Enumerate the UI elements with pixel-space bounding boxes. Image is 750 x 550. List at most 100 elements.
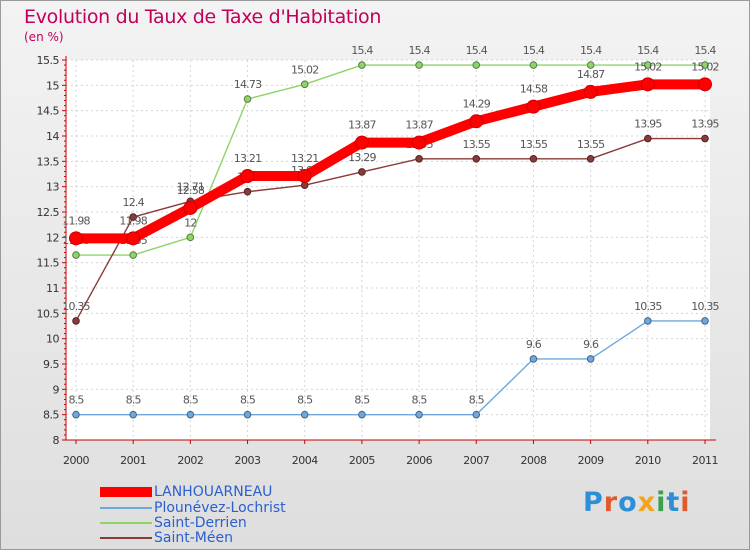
data-point-lanhouarneau xyxy=(354,135,369,150)
data-point-plounevez-lochrist xyxy=(300,410,309,419)
data-point-plounevez-lochrist xyxy=(701,317,709,325)
data-point-plounevez-lochrist xyxy=(529,355,538,363)
series-line-plounevez-lochrist xyxy=(75,320,706,416)
data-point-saint-derrien xyxy=(129,251,137,259)
logo-letter: r xyxy=(603,487,619,518)
data-label-plounevez-lochrist: 8.5 xyxy=(68,394,84,407)
chart-unit-label: (en %) xyxy=(24,30,64,44)
y-tick-label: 9.5 xyxy=(43,358,59,371)
x-tick-label: 2009 xyxy=(578,454,604,467)
plot-area xyxy=(66,60,710,440)
data-label-plounevez-lochrist: 8.5 xyxy=(297,394,313,407)
data-label-saint-meen: 12.71 xyxy=(177,180,205,193)
legend-label-plounevez-lochrist: Plounévez-Lochrist xyxy=(154,500,286,516)
data-point-plounevez-lochrist xyxy=(243,410,252,419)
data-label-lanhouarneau: 13.21 xyxy=(234,152,262,165)
logo-letter: t xyxy=(666,487,681,518)
y-tick-label: 15 xyxy=(46,79,59,92)
data-point-lanhouarneau xyxy=(698,77,712,92)
y-tick-label: 10 xyxy=(46,333,59,346)
data-label-plounevez-lochrist: 9.6 xyxy=(583,338,599,351)
data-label-lanhouarneau: 11.98 xyxy=(119,214,147,227)
logo-letter: o xyxy=(618,487,638,518)
data-point-saint-meen xyxy=(415,155,423,163)
data-point-saint-derrien xyxy=(72,251,80,259)
data-point-saint-meen xyxy=(72,317,80,325)
y-tick-label: 12.5 xyxy=(37,206,60,219)
x-tick-label: 2007 xyxy=(463,454,489,467)
data-label-saint-meen: 13.55 xyxy=(463,138,491,151)
x-tick-label: 2010 xyxy=(635,454,661,467)
data-point-lanhouarneau xyxy=(183,200,198,215)
data-label-plounevez-lochrist: 8.5 xyxy=(240,394,256,407)
x-tick-label: 2011 xyxy=(692,454,718,467)
data-point-saint-meen xyxy=(701,134,709,143)
x-tick-label: 2000 xyxy=(63,454,89,467)
series-line-saint-derrien xyxy=(75,64,706,256)
legend-label-saint-meen: Saint-Méen xyxy=(154,530,233,546)
data-label-saint-derrien: 15.4 xyxy=(523,44,545,57)
data-label-lanhouarneau: 13.87 xyxy=(405,119,433,132)
data-point-plounevez-lochrist xyxy=(186,410,195,419)
data-point-saint-derrien xyxy=(644,61,652,69)
x-tick-label: 2001 xyxy=(120,454,146,467)
data-point-saint-meen xyxy=(529,155,538,163)
data-point-lanhouarneau xyxy=(126,231,141,246)
chart-title: Evolution du Taux de Taxe d'Habitation xyxy=(24,6,382,28)
series-line-saint-meen xyxy=(75,137,706,322)
data-point-lanhouarneau xyxy=(69,231,83,246)
data-label-saint-derrien: 15.02 xyxy=(291,63,319,76)
data-label-lanhouarneau: 13.21 xyxy=(291,152,319,165)
proxiti-logo[interactable]: Proxiti xyxy=(583,487,691,518)
data-point-plounevez-lochrist xyxy=(129,410,137,419)
data-point-saint-derrien xyxy=(358,61,366,69)
data-label-lanhouarneau: 14.58 xyxy=(520,83,548,96)
x-tick-label: 2006 xyxy=(406,454,432,467)
logo-letter: i xyxy=(680,487,691,518)
legend-label-saint-derrien: Saint-Derrien xyxy=(154,515,247,531)
data-point-saint-derrien xyxy=(415,61,423,69)
data-label-saint-derrien: 12 xyxy=(184,216,196,229)
y-tick-label: 14.5 xyxy=(37,105,60,118)
y-tick-label: 15.5 xyxy=(37,54,60,67)
y-tick-label: 11 xyxy=(46,282,59,295)
data-point-lanhouarneau xyxy=(469,114,484,129)
data-label-plounevez-lochrist: 8.5 xyxy=(412,394,428,407)
logo-letter: i xyxy=(656,487,667,518)
data-label-saint-derrien: 15.4 xyxy=(408,44,430,57)
data-label-lanhouarneau: 14.29 xyxy=(463,97,491,110)
data-label-saint-meen: 13.29 xyxy=(348,151,376,164)
data-point-plounevez-lochrist xyxy=(472,410,481,419)
x-tick-label: 2008 xyxy=(520,454,546,467)
data-point-plounevez-lochrist xyxy=(415,410,423,419)
data-point-saint-derrien xyxy=(529,61,538,69)
data-point-lanhouarneau xyxy=(240,169,255,184)
data-point-lanhouarneau xyxy=(412,135,427,150)
data-label-plounevez-lochrist: 8.5 xyxy=(183,394,199,407)
data-point-plounevez-lochrist xyxy=(644,317,652,325)
data-point-lanhouarneau xyxy=(583,84,598,99)
data-point-saint-derrien xyxy=(472,61,481,69)
y-tick-label: 14 xyxy=(46,130,59,143)
data-label-plounevez-lochrist: 8.5 xyxy=(469,394,485,407)
data-point-saint-derrien xyxy=(701,61,709,69)
logo-letter: x xyxy=(637,487,657,518)
data-point-lanhouarneau xyxy=(297,169,312,184)
data-label-saint-meen: 13.55 xyxy=(520,138,548,151)
data-label-saint-derrien: 15.4 xyxy=(694,44,716,57)
data-point-lanhouarneau xyxy=(640,77,655,92)
data-point-saint-derrien xyxy=(586,61,595,69)
y-tick-label: 8 xyxy=(53,434,60,447)
data-point-lanhouarneau xyxy=(526,99,541,114)
legend-swatch-plounevez-lochrist xyxy=(100,507,152,509)
logo-letter: P xyxy=(583,487,604,518)
data-label-lanhouarneau: 13.87 xyxy=(348,119,376,132)
y-tick-label: 9 xyxy=(53,383,60,396)
data-point-plounevez-lochrist xyxy=(358,410,366,419)
y-tick-label: 10.5 xyxy=(37,307,60,320)
y-tick-label: 13 xyxy=(46,181,59,194)
data-label-saint-derrien: 15.4 xyxy=(637,44,659,57)
data-label-plounevez-lochrist: 9.6 xyxy=(526,338,542,351)
data-point-plounevez-lochrist xyxy=(586,355,595,363)
data-label-saint-derrien: 14.73 xyxy=(234,78,262,91)
